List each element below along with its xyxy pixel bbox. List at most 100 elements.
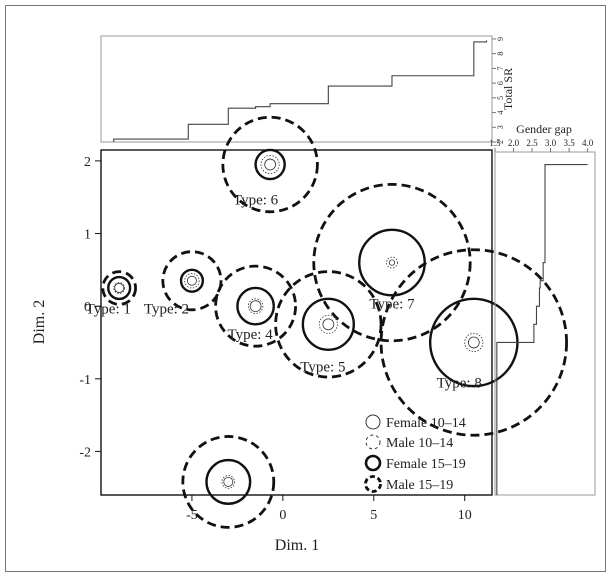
top-y-axis-label: Total SR	[501, 68, 515, 110]
female-10-14-circle	[388, 259, 396, 266]
legend-female-10-14-marker	[365, 414, 381, 430]
y-tick-label: -2	[79, 445, 91, 460]
bubble-group	[379, 248, 568, 437]
bubble-group	[181, 435, 276, 529]
y-tick-label: -1	[79, 373, 91, 388]
legend-entry-male-10-14: Male 10–14	[365, 434, 453, 451]
female-15-19-circle	[358, 228, 426, 297]
male-15-19-circle	[312, 182, 472, 343]
male-10-14-circle	[113, 282, 126, 294]
top-y-tick-label: 9	[496, 37, 505, 41]
legend-male-15-19-label: Male 15–19	[386, 478, 453, 493]
male-15-19-circle	[214, 264, 297, 348]
female-10-14-circle	[186, 275, 197, 286]
right-x-axis-label: Gender gap	[516, 122, 572, 136]
main-x-axis-label: Dim. 1	[275, 537, 319, 554]
right-x-tick-label: 1.5	[489, 138, 501, 148]
female-10-14-circle	[114, 283, 125, 293]
legend-female-10-14-label: Female 10–14	[386, 416, 466, 431]
male-10-14-circle	[184, 273, 200, 289]
top-y-tick-label: 4	[496, 111, 505, 115]
x-tick-label: 10	[458, 508, 472, 523]
female-15-19-circle	[236, 286, 275, 326]
legend-entry-female-15-19: Female 15–19	[364, 454, 466, 472]
top-y-tick-label: 3	[496, 125, 505, 129]
top-y-tick-label: 2	[496, 140, 505, 144]
bubble-group	[101, 270, 137, 306]
top-panel-frame	[100, 35, 493, 143]
right-x-tick-label: 2.0	[508, 138, 520, 148]
bubble-group	[214, 264, 297, 348]
legend-male-10-14-label: Male 10–14	[386, 436, 453, 451]
top-marginal-panel: 2 3 4 5 6 7 8 9 Total SR	[100, 35, 515, 144]
female-15-19-circle	[301, 297, 355, 351]
right-x-tick-label: 4.0	[582, 138, 594, 148]
male-10-14-circle	[221, 475, 236, 489]
male-10-14-circle	[260, 155, 280, 175]
top-y-tick-label: 8	[496, 52, 505, 56]
female-15-19-circle	[107, 275, 132, 301]
female-10-14-circle	[264, 158, 276, 171]
x-tick-label: -5	[186, 508, 198, 523]
y-tick-label: 2	[84, 155, 91, 170]
right-x-axis: 1.5 2.0 2.5 3.0 3.5 4.0	[489, 138, 594, 152]
main-x-axis: -5 0 5 10	[186, 495, 472, 523]
male-15-19-circle	[274, 270, 383, 379]
bubble-group	[221, 115, 319, 214]
total-sr-step-line	[113, 40, 488, 142]
male-15-19-circle	[181, 435, 276, 529]
type-label: Type: 5	[300, 360, 345, 376]
main-panel-frame	[100, 149, 493, 496]
legend-female-15-19-label: Female 15–19	[386, 457, 466, 472]
female-15-19-circle	[205, 458, 252, 505]
right-panel-frame	[494, 151, 596, 496]
x-tick-label: 5	[370, 508, 377, 523]
type-label: Type: 1	[86, 301, 131, 317]
top-y-tick-label: 5	[496, 96, 505, 100]
top-y-tick-label: 6	[496, 81, 505, 85]
legend-male-10-14-marker	[365, 434, 381, 450]
legend-entry-female-10-14: Female 10–14	[365, 414, 466, 431]
type-label: Type: 7	[369, 296, 415, 312]
legend-male-15-19-marker	[364, 475, 382, 493]
female-10-14-circle	[322, 318, 335, 331]
type-label: Type: 2	[144, 301, 189, 317]
y-tick-label: 1	[84, 228, 91, 243]
right-x-tick-label: 3.0	[545, 138, 557, 148]
male-15-19-circle	[161, 250, 223, 312]
main-y-axis-label: Dim. 2	[31, 300, 48, 344]
legend-entry-male-15-19: Male 15–19	[364, 475, 453, 493]
top-y-tick-label: 7	[496, 66, 505, 70]
bubble-layer	[101, 115, 568, 529]
female-15-19-circle	[254, 148, 286, 181]
female-10-14-circle	[249, 300, 262, 313]
male-10-14-circle	[464, 332, 484, 352]
bubble-group	[161, 250, 223, 312]
figure-frame	[5, 5, 606, 572]
female-10-14-circle	[223, 476, 234, 487]
male-15-19-circle	[379, 248, 568, 437]
bubble-group	[312, 182, 472, 343]
male-10-14-circle	[247, 298, 264, 314]
right-marginal-panel: 1.5 2.0 2.5 3.0 3.5 4.0 Gender gap	[489, 122, 596, 496]
bubble-group	[274, 270, 383, 379]
type-label: Type: 6	[233, 192, 279, 208]
male-15-19-circle	[101, 270, 137, 306]
right-x-tick-label: 2.5	[526, 138, 538, 148]
female-10-14-circle	[467, 336, 480, 349]
legend-female-15-19-marker	[364, 454, 382, 472]
female-15-19-circle	[179, 268, 205, 293]
type-label: Type: 4	[228, 327, 274, 343]
y-tick-label: 0	[84, 300, 91, 315]
male-15-19-circle	[221, 115, 319, 214]
male-10-14-circle	[386, 256, 398, 269]
gender-gap-step-line	[496, 163, 588, 495]
right-x-tick-label: 3.5	[563, 138, 575, 148]
main-y-axis: 2 1 0 -1 -2	[79, 155, 101, 460]
x-tick-label: 0	[279, 508, 286, 523]
type-labels: Type: 1 Type: 2 Type: 4 Type: 5 Type: 6 Type:…	[86, 192, 482, 391]
top-y-axis: 2 3 4 5 6 7 8 9	[492, 37, 505, 144]
type-label: Type: 8	[437, 376, 482, 392]
